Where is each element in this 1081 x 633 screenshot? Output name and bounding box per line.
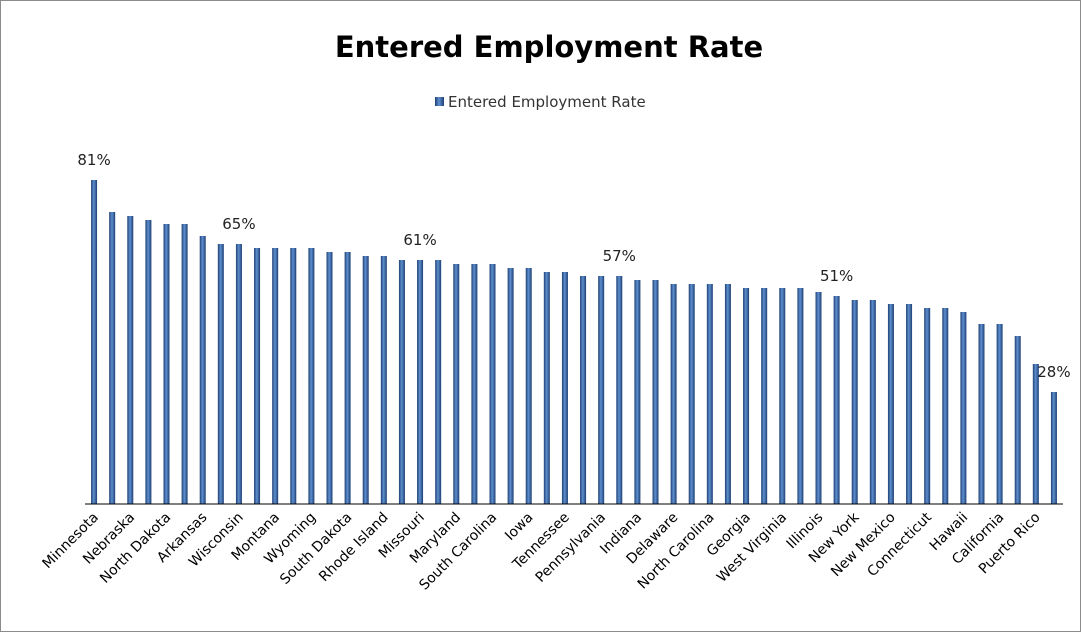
bar <box>1014 336 1021 504</box>
legend-label: Entered Employment Rate <box>448 93 646 111</box>
bar <box>634 280 641 504</box>
bar <box>833 296 840 504</box>
bar <box>743 288 750 504</box>
bar <box>688 284 695 504</box>
bar <box>235 244 242 504</box>
bar <box>435 260 442 504</box>
bar <box>616 276 623 504</box>
legend: Entered Employment Rate <box>435 93 646 111</box>
bar <box>181 224 188 504</box>
bar <box>417 260 424 504</box>
bar <box>489 264 496 504</box>
bar <box>1032 364 1039 504</box>
data-label: 51% <box>820 267 853 285</box>
bar <box>344 252 351 504</box>
bar <box>706 284 713 504</box>
data-labels-layer: 81% 65% 61% 57% 51% 28% <box>77 151 1070 381</box>
data-label: 81% <box>77 151 110 169</box>
bar <box>887 304 894 504</box>
data-label: 65% <box>222 215 255 233</box>
data-label: 61% <box>403 231 436 249</box>
bar <box>145 220 152 504</box>
bar <box>217 244 224 504</box>
bar <box>525 268 532 504</box>
bar <box>380 256 387 504</box>
legend-swatch <box>435 97 444 106</box>
bar <box>942 308 949 504</box>
bar <box>91 180 98 504</box>
bar <box>471 264 478 504</box>
bar <box>670 284 677 504</box>
bar <box>398 260 405 504</box>
bar <box>996 324 1003 504</box>
bar <box>761 288 768 504</box>
x-tick-label: Connecticut <box>864 509 935 580</box>
bar <box>652 280 659 504</box>
bar <box>797 288 804 504</box>
bars-layer <box>91 180 1057 504</box>
bar <box>580 276 587 504</box>
bar <box>543 272 550 504</box>
bar <box>109 212 116 504</box>
chart-title: Entered Employment Rate <box>335 30 763 64</box>
bar <box>290 248 297 504</box>
bar <box>978 324 985 504</box>
bar <box>272 248 279 504</box>
bar <box>326 252 333 504</box>
bar <box>199 236 206 504</box>
bar <box>362 256 369 504</box>
bar <box>561 272 568 504</box>
bar <box>779 288 786 504</box>
bar <box>1050 392 1057 504</box>
bar <box>924 308 931 504</box>
data-label: 57% <box>603 247 636 265</box>
bar <box>851 300 858 504</box>
data-label: 28% <box>1037 363 1070 381</box>
bar <box>453 264 460 504</box>
bar <box>724 284 731 504</box>
bar <box>127 216 134 504</box>
bar <box>869 300 876 504</box>
bar <box>906 304 913 504</box>
bar <box>815 292 822 504</box>
bar <box>507 268 514 504</box>
bar <box>254 248 261 504</box>
bar <box>598 276 605 504</box>
bar <box>960 312 967 504</box>
bar <box>163 224 170 504</box>
bar <box>308 248 315 504</box>
